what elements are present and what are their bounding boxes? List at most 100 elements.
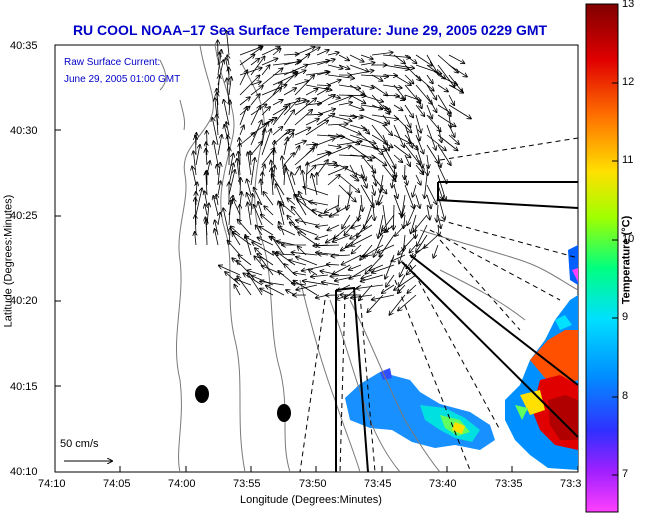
current-vector — [338, 84, 360, 88]
current-vector — [426, 104, 432, 119]
current-vector — [212, 118, 219, 146]
current-vector — [260, 227, 274, 236]
map-title: RU COOL NOAA–17 Sea Surface Temperature:… — [72, 22, 548, 38]
current-vector — [392, 174, 394, 188]
current-vector — [338, 141, 362, 146]
current-vector — [254, 205, 263, 226]
current-vector — [261, 58, 278, 66]
current-vector — [272, 127, 283, 136]
current-vector — [327, 167, 348, 176]
current-vector — [426, 64, 445, 79]
current-vector — [272, 74, 297, 86]
current-vector — [225, 272, 241, 286]
current-vector — [404, 104, 413, 117]
current-vector — [228, 163, 234, 186]
current-vector — [449, 114, 451, 128]
current-vector — [205, 204, 207, 216]
current-vector — [437, 214, 441, 228]
current-vector — [338, 134, 359, 144]
current-vector — [338, 54, 349, 60]
sst-patch-center — [345, 368, 495, 450]
current-vector — [327, 165, 338, 166]
current-vector — [214, 141, 219, 166]
current-vector — [393, 124, 404, 147]
current-vector — [393, 114, 412, 132]
current-vector — [380, 174, 384, 192]
current-vector — [229, 200, 231, 226]
current-vector — [338, 102, 352, 105]
current-vector — [360, 184, 374, 207]
current-vector — [349, 134, 376, 144]
current-vector — [283, 61, 301, 66]
current-vector — [398, 294, 417, 311]
current-vector — [316, 109, 335, 116]
x-axis-label: Longitude (Degrees:Minutes) — [240, 494, 382, 506]
x-tick-label: 73:50 — [299, 478, 327, 490]
current-vector — [413, 214, 428, 232]
current-vector — [427, 164, 428, 175]
current-vector — [250, 47, 262, 56]
current-vector — [217, 50, 221, 76]
current-vector — [404, 124, 413, 148]
current-vector — [229, 100, 230, 116]
current-vector — [309, 202, 329, 206]
current-vector — [349, 124, 367, 130]
current-vector — [289, 260, 307, 266]
current-vector — [283, 100, 306, 106]
current-vector — [260, 281, 285, 286]
current-vector — [195, 232, 196, 246]
current-vector — [382, 64, 409, 69]
colorbar — [585, 3, 619, 513]
current-vector — [316, 50, 329, 56]
current-vector — [391, 254, 406, 261]
current-vector — [377, 184, 384, 205]
current-vector — [448, 54, 464, 63]
current-vector — [349, 71, 374, 76]
current-vector — [371, 194, 375, 220]
current-vector — [293, 281, 318, 296]
current-vector — [206, 149, 207, 166]
current-vector — [327, 146, 351, 156]
current-vector — [393, 184, 398, 198]
current-vector — [359, 284, 373, 301]
current-vector — [437, 174, 446, 200]
current-vector — [250, 94, 260, 106]
current-vector — [298, 232, 318, 246]
current-vector — [407, 264, 417, 275]
current-vector — [254, 256, 263, 266]
current-vector — [315, 234, 329, 239]
current-vector — [351, 294, 373, 298]
current-vector — [349, 104, 364, 110]
current-vector — [371, 134, 393, 148]
current-vector — [405, 164, 406, 179]
y-tick-label: 40:35 — [10, 40, 38, 52]
current-vector — [316, 225, 329, 227]
current-vector — [415, 114, 421, 133]
current-vector — [327, 264, 340, 265]
current-vector — [283, 65, 307, 76]
station-marker — [277, 404, 291, 422]
current-vector — [248, 203, 252, 226]
x-tick-label: 74:05 — [103, 478, 131, 490]
current-vector — [287, 198, 296, 206]
current-vector — [404, 134, 418, 150]
current-vector — [398, 234, 417, 255]
current-vector — [272, 107, 287, 116]
current-vector — [327, 224, 340, 230]
current-vector — [261, 129, 271, 156]
current-vector — [393, 54, 405, 64]
current-vector — [394, 164, 395, 179]
current-vector — [196, 136, 197, 156]
current-vector — [219, 266, 241, 276]
current-vector — [426, 74, 433, 84]
current-vector — [272, 72, 296, 76]
current-vector — [252, 242, 274, 256]
current-vector — [360, 174, 367, 188]
current-vector — [416, 234, 428, 252]
sst-patch-east — [505, 245, 578, 470]
colorbar-tick-label: 8 — [622, 390, 629, 402]
current-vector — [349, 64, 369, 72]
current-vector — [342, 214, 351, 229]
current-vector — [371, 52, 393, 56]
current-vector — [437, 84, 448, 92]
